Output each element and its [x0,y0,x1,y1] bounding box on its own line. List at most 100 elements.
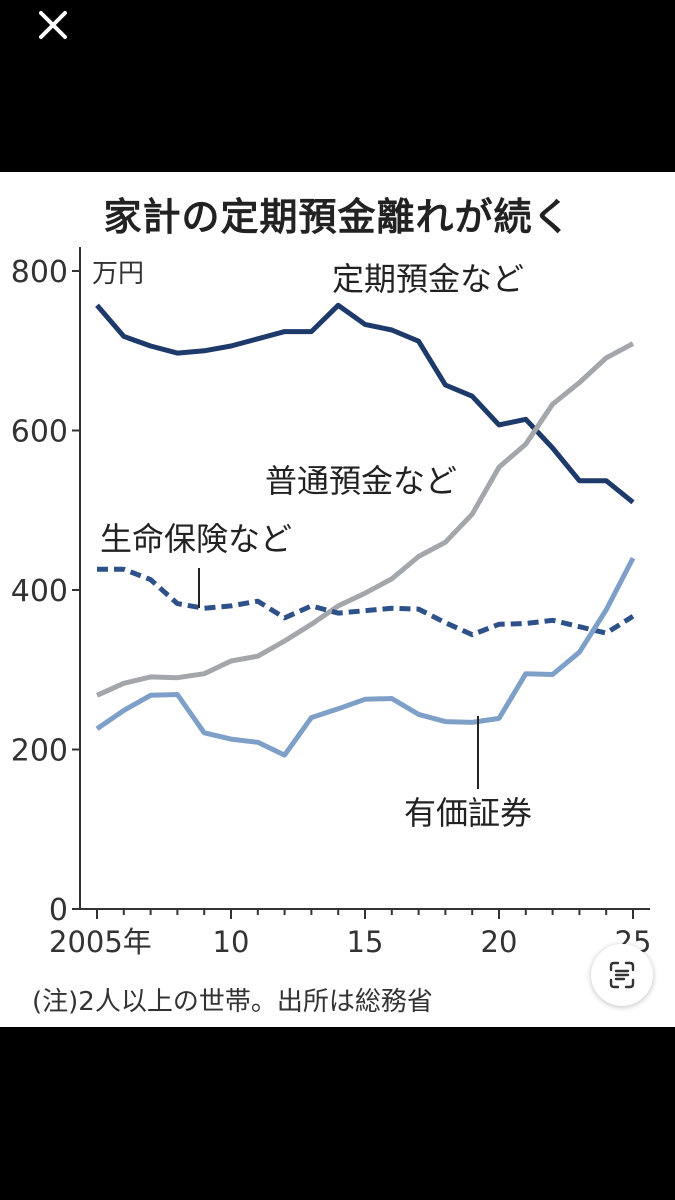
data-point [175,601,180,606]
data-point [121,334,126,339]
data-point [229,603,234,608]
series-label: 生命保険など [100,520,292,558]
data-point [95,567,100,572]
chart-title: 家計の定期預金離れが続く [103,195,572,239]
data-point [363,697,368,702]
data-point [336,603,341,608]
data-point [95,726,100,731]
data-point [95,693,100,698]
data-point [631,500,636,505]
data-point [229,343,234,348]
series-label: 普通預金など [265,462,457,500]
data-point [148,577,153,582]
data-point [229,658,234,663]
data-point [577,380,582,385]
data-point [416,339,421,344]
data-point [631,341,636,346]
data-point [416,554,421,559]
data-point [175,675,180,680]
data-point [443,620,448,625]
series-label: 有価証券 [404,794,532,832]
data-point [229,737,234,742]
chart-panel: 家計の定期預金離れが続く 0 200 400 600 800 2005年 10 15 20 25 万… [0,172,675,1027]
data-point [523,442,528,447]
scan-text-icon [609,961,635,989]
data-point [202,730,207,735]
data-point [336,706,341,711]
data-point [389,328,394,333]
data-point [95,303,100,308]
data-point [497,622,502,627]
data-point [148,693,153,698]
data-point [148,343,153,348]
data-point [148,674,153,679]
x-tick-label: 2005年 [49,925,152,959]
y-tick-label: 600 [11,415,68,450]
data-point [604,355,609,360]
data-point [255,740,260,745]
series-line-1 [95,341,635,698]
data-point [255,336,260,341]
x-tick-label: 10 [213,925,250,959]
data-point [523,671,528,676]
data-point [470,632,475,637]
data-point [389,696,394,701]
data-point [550,672,555,677]
close-button[interactable] [36,8,70,42]
data-point [470,394,475,399]
data-point [497,465,502,470]
data-point [604,631,609,636]
series-label: 定期預金など [332,260,524,298]
chart-note: (注)2人以上の世帯。出所は総務省 [32,987,433,1017]
x-tick-label: 20 [481,925,518,959]
data-point [255,654,260,659]
data-point [631,614,636,619]
data-point [604,607,609,612]
lens-button[interactable] [591,944,653,1006]
data-point [497,716,502,721]
data-point [121,567,126,572]
data-point [523,621,528,626]
data-point [309,715,314,720]
x-tick-label: 15 [347,925,384,959]
data-point [577,624,582,629]
data-point [202,348,207,353]
data-point [631,556,636,561]
y-tick-label: 0 [49,893,68,928]
data-point [282,753,287,758]
data-point [121,681,126,686]
data-point [443,540,448,545]
data-point [416,712,421,717]
data-point [550,402,555,407]
data-point [282,615,287,620]
data-point [577,478,582,483]
data-point [202,671,207,676]
data-point [389,606,394,611]
data-point [175,692,180,697]
data-point [470,720,475,725]
series-line-0 [95,302,635,505]
data-point [550,446,555,451]
data-point [497,422,502,427]
data-point [202,606,207,611]
data-point [470,512,475,517]
data-point [363,322,368,327]
data-point [550,618,555,623]
data-point [523,417,528,422]
y-tick-label: 400 [11,574,68,609]
data-point [389,576,394,581]
data-point [121,708,126,713]
data-point [309,603,314,608]
data-point [363,608,368,613]
data-point [604,478,609,483]
y-tick-label: 200 [11,734,68,769]
unit-label: 万円 [92,259,144,289]
data-point [443,383,448,388]
data-point [443,719,448,724]
data-point [336,611,341,616]
data-point [577,650,582,655]
y-tick-label: 800 [11,255,68,290]
data-point [309,622,314,627]
data-point [336,303,341,308]
